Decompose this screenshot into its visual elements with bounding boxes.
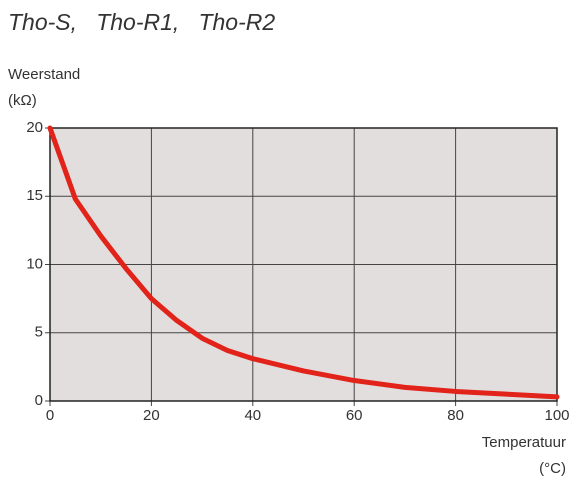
y-tick-label: 10 — [26, 255, 43, 272]
x-tick-label: 0 — [46, 407, 54, 424]
chart-title: Tho-S, Tho-R1, Tho-R2 — [8, 9, 275, 35]
x-tick-label: 60 — [346, 407, 363, 424]
y-axis-label: Weerstand — [8, 66, 80, 83]
x-axis-unit: (°C) — [539, 460, 566, 477]
y-tick-label: 5 — [35, 324, 43, 341]
x-tick-label: 100 — [544, 407, 569, 424]
y-tick-label: 20 — [26, 119, 43, 136]
y-axis-unit: (kΩ) — [8, 92, 37, 109]
plot-frame — [49, 127, 558, 402]
y-tick-label: 0 — [35, 392, 43, 409]
x-tick-label: 80 — [447, 407, 464, 424]
x-tick-label: 40 — [244, 407, 261, 424]
x-tick-label: 20 — [143, 407, 160, 424]
y-tick-label: 15 — [26, 187, 43, 204]
data-line — [47, 125, 560, 400]
x-axis-label: Temperatuur — [482, 434, 566, 451]
